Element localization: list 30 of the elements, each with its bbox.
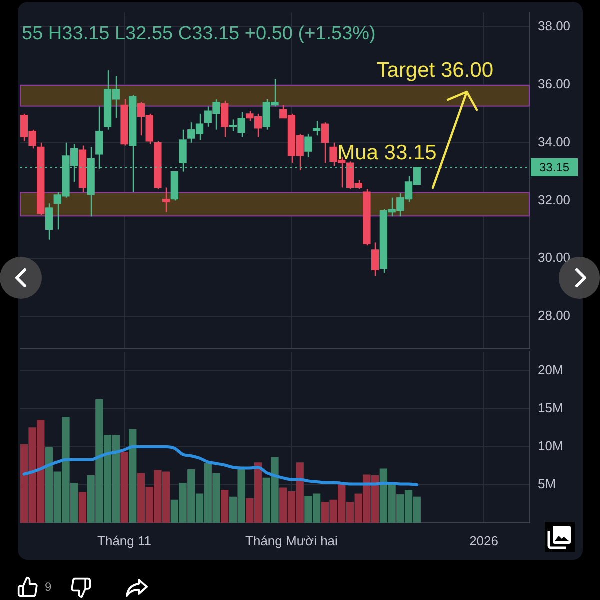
candlestick: [372, 242, 380, 277]
x-tick-label: 2026: [470, 533, 498, 548]
y-tick-label: 30.00: [538, 250, 571, 266]
x-tick-label: Tháng Mười hai: [246, 533, 338, 548]
text: 55 H33.15 L32.55 C33.15 +0.50 (+1.53%): [22, 24, 376, 45]
y-tick-label: 28.00: [538, 308, 571, 324]
y-tick-label: 5M: [538, 476, 556, 492]
text: 9: [45, 580, 52, 594]
candlestick: [304, 134, 312, 158]
y-tick-label: 38.00: [538, 18, 571, 34]
candlestick: [221, 100, 229, 138]
bar: [78, 492, 87, 523]
ref-line-label: 33.15: [539, 160, 570, 174]
bar: [120, 452, 128, 523]
y-tick-label: 20M: [538, 362, 564, 378]
y-tick-label: 15M: [538, 400, 564, 416]
y-tick-label: 32.00: [538, 192, 571, 208]
annotation: Mua 33.15: [338, 141, 437, 164]
candlestick: [45, 203, 54, 240]
candlestick: [162, 187, 170, 213]
annotation: Target 36.00: [376, 59, 494, 82]
y-tick-label: 36.00: [538, 76, 571, 92]
y-tick-label: 34.00: [538, 134, 571, 150]
bar: [129, 429, 137, 523]
bar: [221, 490, 229, 523]
candlestick: [321, 122, 329, 164]
y-tick-label: 10M: [538, 438, 564, 454]
line-series: [22, 446, 419, 486]
x-tick-label: Tháng 11: [98, 533, 152, 548]
candlestick: [312, 120, 321, 136]
